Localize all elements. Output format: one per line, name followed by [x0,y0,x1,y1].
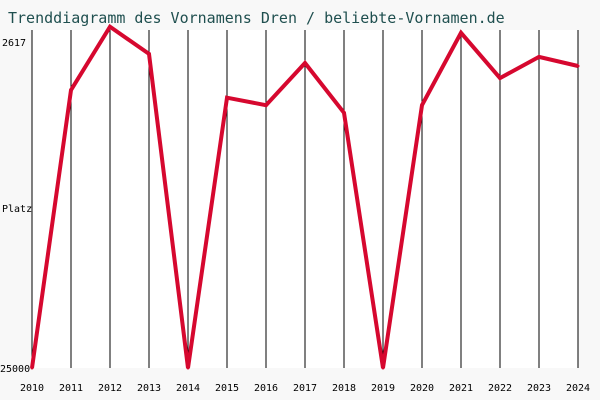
x-tick-2020: 2020 [410,383,434,394]
data-point-2010 [30,366,34,370]
x-tick-2017: 2017 [293,383,317,394]
data-point-2018 [342,111,346,115]
x-tick-2014: 2014 [176,383,200,394]
data-point-2012 [108,25,112,29]
data-point-2014 [186,366,190,370]
x-tick-2021: 2021 [449,383,473,394]
data-point-2013 [147,52,151,56]
data-point-2020 [420,103,424,107]
x-tick-labels: 2010 2011 2012 2013 2014 2015 2016 2017 2018 2019… [20,383,590,394]
x-tick-2023: 2023 [527,383,551,394]
data-point-2017 [303,61,307,65]
series-lines [30,23,580,370]
data-point-2011 [69,88,73,92]
y-top-label: 2617 [2,38,26,49]
x-tick-2019: 2019 [371,383,395,394]
data-point-2024 [576,64,580,68]
data-point-2021 [459,31,463,35]
x-tick-2015: 2015 [215,383,239,394]
x-tick-2010: 2010 [20,383,44,394]
x-tick-2022: 2022 [488,383,512,394]
x-tick-2012: 2012 [98,383,122,394]
data-point-2015 [225,96,229,100]
x-tick-2011: 2011 [59,383,83,394]
chart-title: Trenddiagramm des Vornamens Dren / belie… [8,9,505,27]
x-tick-2016: 2016 [254,383,278,394]
data-point-2023 [537,55,541,59]
x-tick-2013: 2013 [137,383,161,394]
data-point-2019 [381,366,385,370]
x-tick-2024: 2024 [566,383,590,394]
gridlines [31,30,579,368]
x-tick-2018: 2018 [332,383,356,394]
y-bottom-label: 25000 [0,364,30,375]
data-point-2016 [264,103,268,107]
y-axis-label: Platz [2,204,32,215]
data-point-2022 [498,76,502,80]
